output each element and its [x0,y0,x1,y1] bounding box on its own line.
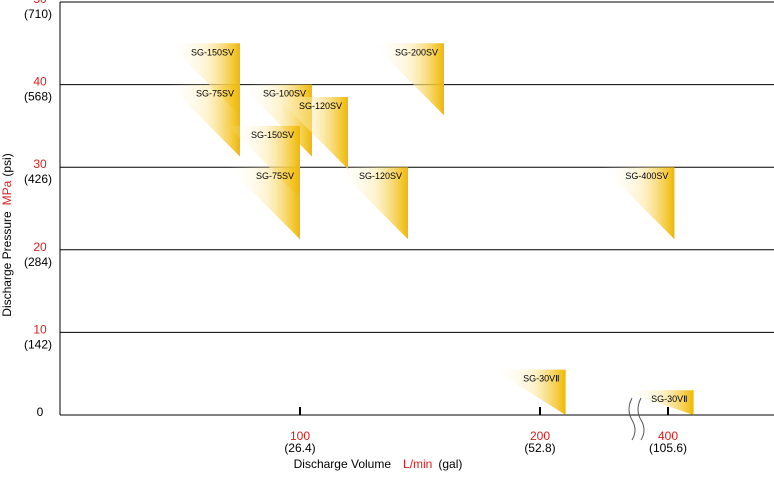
model-label: SG-100SV [263,89,306,99]
y-axis-title: Discharge Pressure MPa (psi) [0,153,14,316]
model-label: SG-150SV [251,130,294,140]
y-tick-label-psi: (284) [24,255,52,269]
x-tick-label-lmin: 100 [290,429,310,443]
model-marker: SG-30VⅡ [621,390,694,415]
model-gradient-triangle [493,369,566,415]
model-label: SG-120SV [299,101,342,111]
y-tick-label-mpa: 50 [33,0,47,6]
x-tick-label-gal: (105.6) [649,441,687,455]
axis-break-icon [628,397,645,441]
y-axis-label: Discharge Pressure [0,211,14,317]
y-tick-label-mpa: 30 [33,157,47,171]
y-tick-label-mpa: 0 [37,405,44,419]
model-marker: SG-400SV [602,167,675,240]
x-tick-label-gal: (26.4) [284,441,315,455]
model-marker: SG-75SV [168,84,240,157]
x-tick-labels: 100(26.4) 200(52.8) 400(105.6) [284,407,687,455]
model-markers: SG-150SV SG-75SV SG-100SV SG-120SV SG-150SV S… [168,43,694,415]
y-axis-unit-psi: (psi) [0,153,14,176]
y-tick-label-psi: (568) [24,90,52,104]
model-label: SG-120SV [359,171,402,181]
y-tick-label-mpa: 20 [33,240,47,254]
model-marker: SG-200SV [372,43,444,116]
model-label: SG-75SV [196,89,234,99]
model-gradient-triangle [168,84,240,157]
svg-text:Discharge PressureMPa(psi): Discharge Pressure MPa (psi) [0,153,14,316]
model-label: SG-200SV [395,47,438,57]
model-gradient-triangle [602,167,675,240]
y-tick-label-mpa: 40 [33,75,47,89]
model-label: SG-150SV [191,47,234,57]
x-axis-label: Discharge Volume [294,457,392,471]
y-tick-label-psi: (142) [24,337,52,351]
x-tick-label-lmin: 400 [658,429,678,443]
y-axis-unit-mpa: MPa [0,180,14,205]
x-tick-label-lmin: 200 [530,429,550,443]
model-label: SG-30VⅡ [523,374,559,384]
x-axis-unit-lmin: L/min [403,457,432,471]
model-marker: SG-75SV [228,167,300,240]
model-label: SG-75SV [256,171,294,181]
model-marker: SG-120SV [276,96,348,169]
model-gradient-triangle [276,96,348,169]
model-gradient-triangle [336,167,408,240]
y-tick-labels: 0 10(142) 20(284) 30(426) 40(568) 50(710) [24,0,52,419]
y-tick-label-psi: (426) [24,172,52,186]
x-axis-unit-gal: (gal) [438,457,462,471]
model-gradient-triangle [621,390,694,415]
model-gradient-triangle [228,167,300,240]
model-gradient-triangle [372,43,444,116]
y-tick-label-mpa: 10 [33,322,47,336]
model-label: SG-400SV [625,171,668,181]
model-marker: SG-30VⅡ [493,369,566,415]
model-marker: SG-120SV [336,167,408,240]
x-tick-label-gal: (52.8) [524,441,555,455]
x-axis-title: Discharge Volume L/min (gal) [294,457,463,471]
y-tick-label-psi: (710) [24,7,52,21]
model-label: SG-30VⅡ [651,394,687,404]
